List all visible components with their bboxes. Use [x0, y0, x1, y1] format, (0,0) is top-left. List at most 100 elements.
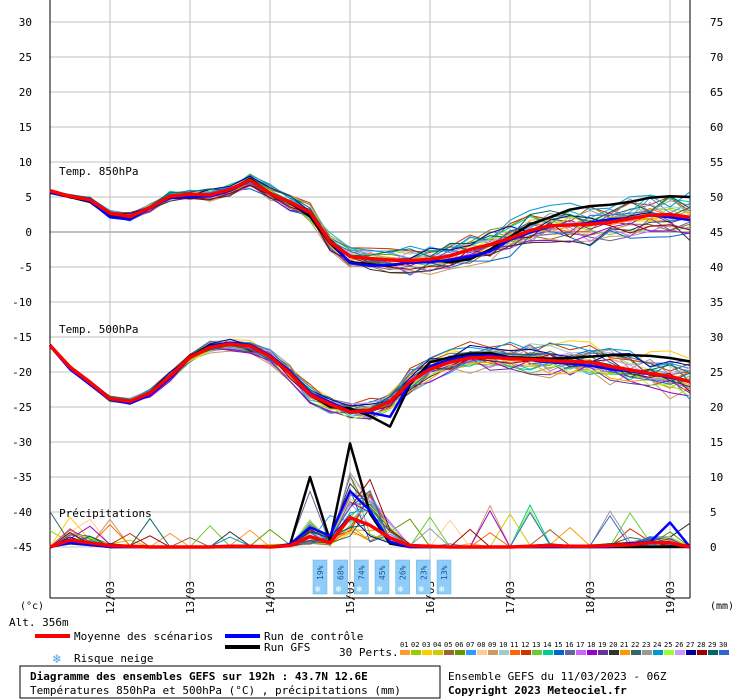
left-tick-label: 30 — [19, 16, 32, 29]
left-tick-label: -25 — [12, 401, 32, 414]
perturbation-swatch — [543, 650, 553, 655]
right-tick-label: 0 — [710, 541, 717, 554]
perturbation-id: 27 — [686, 641, 694, 649]
right-tick-label: 15 — [710, 436, 723, 449]
snowflake-icon: ❄ — [336, 585, 342, 595]
perturbation-id: 06 — [455, 641, 463, 649]
left-unit-label: (°c) — [20, 601, 44, 612]
perturbation-swatch — [521, 650, 531, 655]
perturbation-swatch — [499, 650, 509, 655]
perturbation-id: 13 — [532, 641, 540, 649]
left-tick-label: 25 — [19, 51, 32, 64]
perturbation-id: 17 — [576, 641, 584, 649]
snow-risk-value: 68% — [337, 565, 346, 580]
right-tick-label: 70 — [710, 51, 723, 64]
perturbation-id: 23 — [642, 641, 650, 649]
right-unit-label: (mm) — [710, 601, 734, 612]
perturbation-swatch — [719, 650, 729, 655]
left-tick-label: -35 — [12, 471, 32, 484]
copyright: Copyright 2023 Meteociel.fr — [448, 684, 627, 697]
right-tick-label: 20 — [710, 401, 723, 414]
perturbation-swatch — [466, 650, 476, 655]
t500-perturbation-line — [49, 346, 691, 420]
right-tick-label: 60 — [710, 121, 723, 134]
perturbation-id: 28 — [697, 641, 705, 649]
grid — [50, 0, 690, 598]
t850-main-series-line — [49, 178, 691, 263]
right-tick-label: 35 — [710, 296, 723, 309]
right-tick-label: 30 — [710, 331, 723, 344]
right-tick-label: 45 — [710, 226, 723, 239]
perturbation-swatch — [554, 650, 564, 655]
legend-snow-label: Risque neige — [74, 652, 153, 665]
t850-perturbation-line — [49, 177, 691, 258]
perturbation-swatch — [510, 650, 520, 655]
date-tick-label: 18/03 — [584, 581, 597, 614]
t500-main-series-line — [48, 342, 691, 414]
right-tick-label: 55 — [710, 156, 723, 169]
t500-perturbation-line — [49, 343, 691, 415]
perturbation-id: 18 — [587, 641, 595, 649]
precip-label: Précipitations — [59, 507, 152, 520]
perturbation-id: 11 — [510, 641, 518, 649]
snow-risk-value: 23% — [419, 565, 428, 580]
left-tick-label: 5 — [25, 191, 32, 204]
perturbation-swatch — [686, 650, 696, 655]
left-tick-label: 20 — [19, 86, 32, 99]
perturbation-swatch — [532, 650, 542, 655]
perturbation-swatch — [609, 650, 619, 655]
right-tick-label: 40 — [710, 261, 723, 274]
perturbation-id: 29 — [708, 641, 716, 649]
snow-risk-box — [436, 559, 452, 595]
t850-perturbation-line — [49, 176, 691, 260]
footer-box — [19, 665, 441, 699]
perturbation-swatch — [400, 650, 410, 655]
left-tick-label: 0 — [25, 226, 32, 239]
perturbation-swatch — [697, 650, 707, 655]
snowflake-icon: ❄ — [52, 652, 61, 667]
perturbation-id: 02 — [411, 641, 419, 649]
snowflake-icon: ❄ — [315, 585, 321, 595]
snowflake-icon: ❄ — [398, 585, 404, 595]
snow-risk-value: 26% — [399, 565, 408, 580]
perturbation-swatch — [598, 650, 608, 655]
t850-label: Temp. 850hPa — [59, 165, 138, 178]
snow-risk-value: 45% — [378, 565, 387, 580]
left-tick-label: -40 — [12, 506, 32, 519]
perturbation-id: 26 — [675, 641, 683, 649]
perturbation-id: 10 — [499, 641, 507, 649]
perturbation-id: 14 — [543, 641, 551, 649]
snow-risk-box — [354, 559, 369, 595]
snowflake-icon: ❄ — [418, 585, 424, 595]
perturbation-id: 15 — [554, 641, 562, 649]
perturbation-id: 16 — [565, 641, 573, 649]
perturbation-id: 19 — [598, 641, 606, 649]
perturbation-swatch — [587, 650, 597, 655]
right-tick-label: 10 — [710, 471, 723, 484]
perturbation-id: 25 — [664, 641, 672, 649]
snow-risk-value: 74% — [357, 565, 366, 580]
perturbation-swatch — [675, 650, 685, 655]
right-tick-label: 75 — [710, 16, 723, 29]
left-tick-label: -45 — [12, 541, 32, 554]
snow-risk-box — [395, 559, 410, 595]
t500-label: Temp. 500hPa — [59, 323, 138, 336]
perturbation-swatch — [708, 650, 718, 655]
perturbation-id: 20 — [609, 641, 617, 649]
perturbation-swatch — [664, 650, 674, 655]
footer-subtitle: Températures 850hPa et 500hPa (°C) , pré… — [30, 684, 401, 697]
snow-risk-box — [374, 559, 390, 595]
perturbation-id: 08 — [477, 641, 485, 649]
right-tick-label: 65 — [710, 86, 723, 99]
snow-risk-value: 19% — [316, 565, 325, 580]
t500-perturbation-line — [49, 343, 691, 417]
left-tick-label: 15 — [19, 121, 32, 134]
perturbation-swatch — [653, 650, 663, 655]
date-tick-label: 17/03 — [504, 581, 517, 614]
t850-perturbation-line — [49, 175, 691, 260]
perturbation-swatch — [455, 650, 465, 655]
snowflake-icon: ❄ — [377, 585, 383, 595]
run-info: Ensemble GEFS du 11/03/2023 - 06Z — [448, 670, 667, 683]
